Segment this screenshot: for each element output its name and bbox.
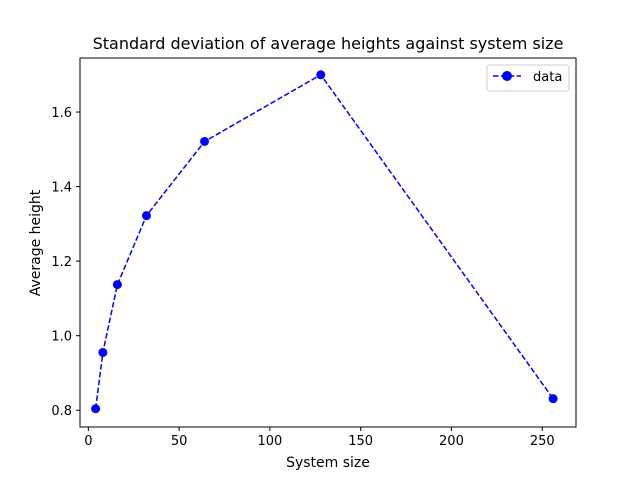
x-tick-label: 250 (530, 434, 555, 449)
data-point (200, 136, 210, 146)
x-tick-label: 150 (348, 434, 373, 449)
data-point (91, 404, 101, 414)
data-point (112, 280, 122, 290)
x-axis-label: System size (286, 455, 370, 471)
legend-label: data (533, 70, 562, 85)
y-tick-label: 0.8 (51, 404, 72, 419)
x-tick-label: 200 (439, 434, 464, 449)
y-axis-label: Average height (28, 189, 44, 296)
y-tick-label: 1.2 (51, 255, 72, 270)
axes-frame (79, 57, 577, 428)
x-tick-label: 0 (84, 434, 92, 449)
chart-title: Standard deviation of average heights ag… (93, 34, 564, 53)
legend: data (486, 64, 570, 92)
x-tick-label: 50 (171, 434, 188, 449)
y-tick-label: 1.4 (51, 181, 72, 196)
x-tick-label: 100 (257, 434, 282, 449)
plot-area: 0 50 100 150 200 250 0.8 1.0 1.2 1.4 1.6 (51, 70, 558, 449)
data-point (316, 70, 326, 80)
data-point (548, 394, 558, 404)
y-tick-label: 1.6 (51, 106, 72, 121)
legend-marker-icon (502, 71, 512, 81)
y-tick-label: 1.0 (51, 330, 72, 345)
data-point (98, 347, 108, 357)
data-point (141, 211, 151, 221)
